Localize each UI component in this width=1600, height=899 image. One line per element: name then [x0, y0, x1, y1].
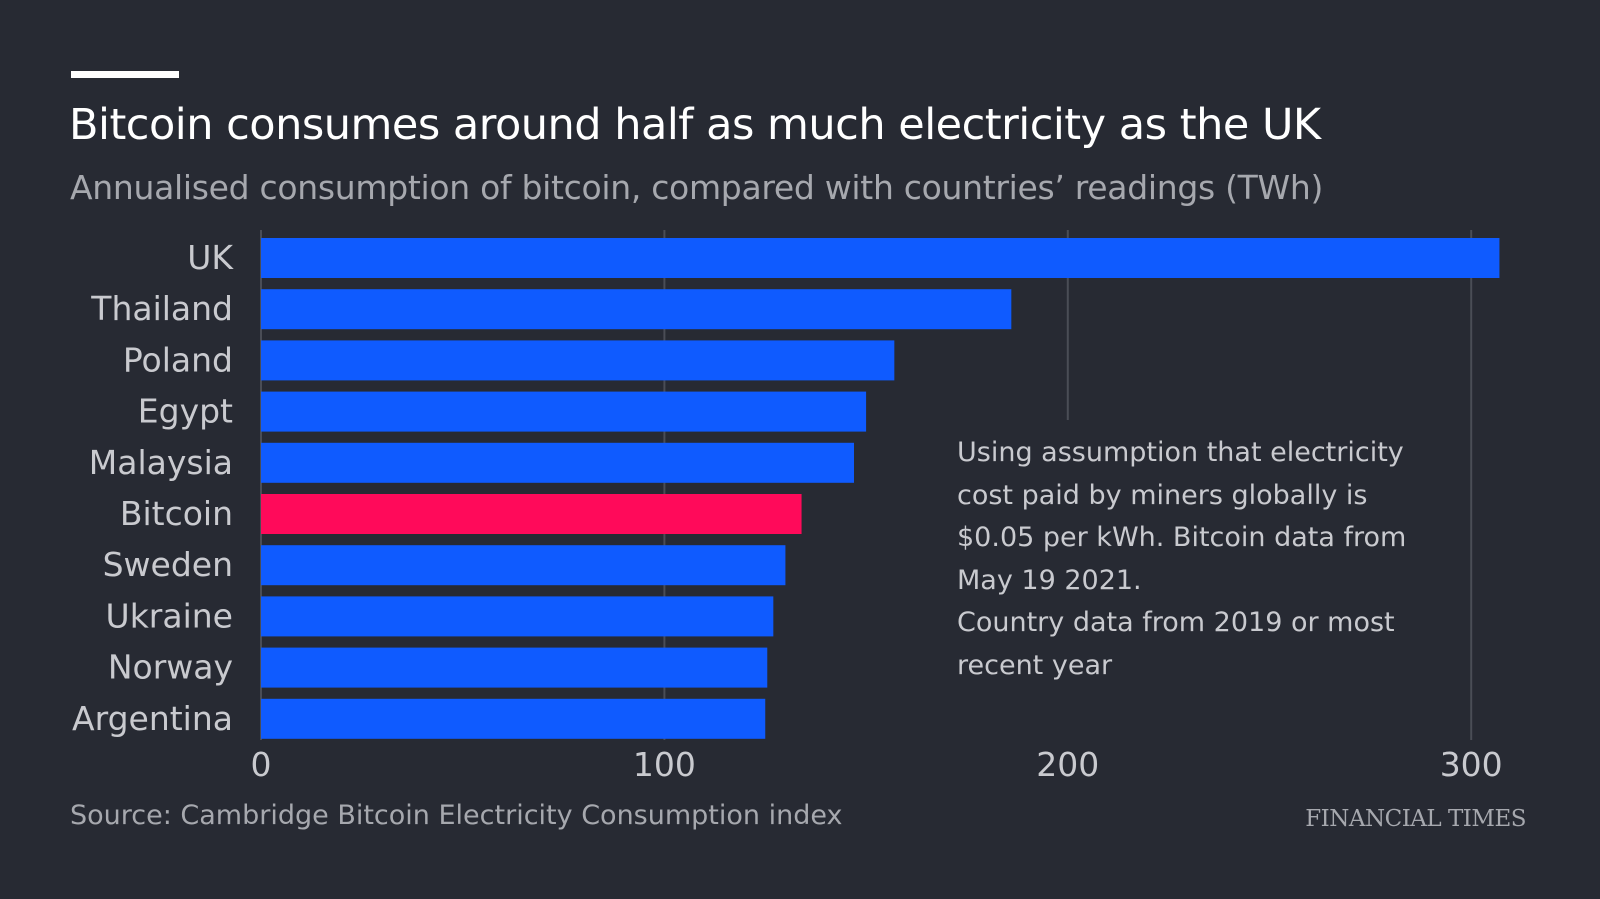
bar-norway [261, 647, 768, 688]
category-label-bitcoin: Bitcoin [120, 494, 233, 533]
bars [261, 238, 1500, 739]
category-label-poland: Poland [123, 340, 233, 379]
chart-title: Bitcoin consumes around half as much ele… [69, 100, 1321, 150]
x-tick-label-0: 0 [251, 745, 272, 784]
category-label-malaysia: Malaysia [89, 443, 233, 482]
category-label-argentina: Argentina [72, 699, 233, 738]
category-label-thailand: Thailand [90, 289, 233, 328]
category-label-ukraine: Ukraine [106, 596, 233, 635]
bar-argentina [261, 698, 766, 739]
category-label-norway: Norway [108, 648, 233, 687]
chart-subtitle: Annualised consumption of bitcoin, compa… [70, 168, 1324, 207]
bar-sweden [261, 545, 786, 586]
note-country-data: Country data from 2019 or most recent ye… [957, 607, 1395, 681]
x-tick-label-200: 200 [1036, 745, 1099, 784]
source-text: Source: Cambridge Bitcoin Electricity Co… [70, 800, 843, 831]
accent-rule [71, 71, 179, 78]
bar-malaysia [261, 442, 854, 483]
x-axis-ticks: 0 100 200 300 [251, 745, 1503, 784]
bar-bitcoin [261, 494, 802, 534]
category-label-egypt: Egypt [138, 392, 233, 431]
bar-uk [261, 238, 1500, 278]
brand-logo: FINANCIAL TIMES [1305, 806, 1526, 832]
bar-ukraine [261, 596, 774, 637]
bar-thailand [261, 289, 1012, 330]
note-assumption: Using assumption that electricity cost p… [957, 437, 1407, 596]
chart-note: Using assumption that electricity cost p… [957, 432, 1427, 687]
x-tick-label-300: 300 [1440, 745, 1503, 784]
category-labels: UK Thailand Poland Egypt Malaysia Bitcoin Swed… [72, 238, 234, 738]
bar-egypt [261, 391, 867, 432]
category-label-uk: UK [187, 238, 234, 277]
x-tick-label-100: 100 [633, 745, 696, 784]
bar-poland [261, 340, 895, 381]
category-label-sweden: Sweden [103, 545, 233, 584]
